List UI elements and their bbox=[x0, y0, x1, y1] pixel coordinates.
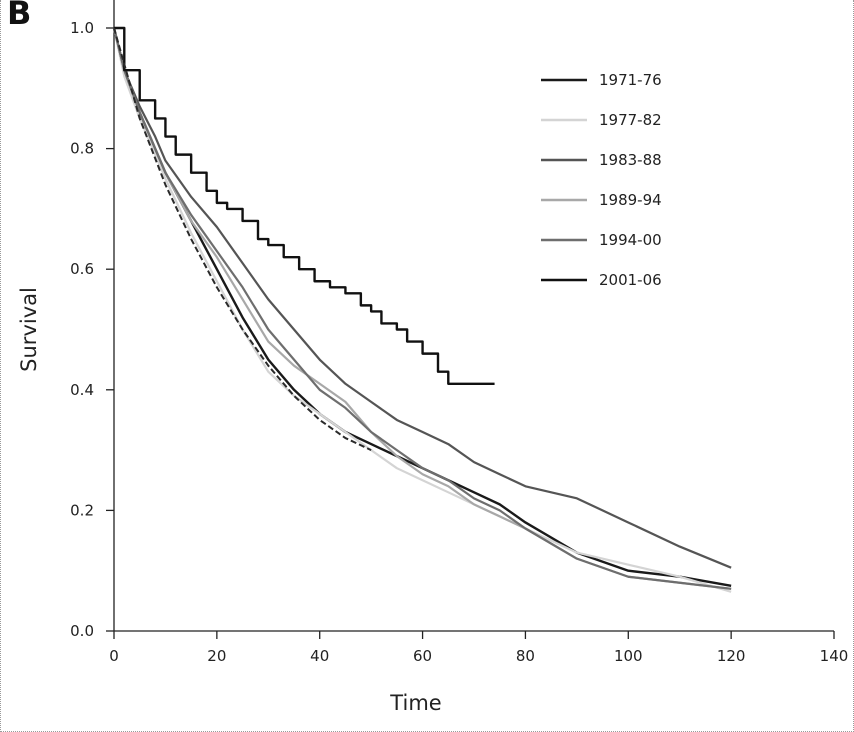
panel-label: B bbox=[7, 0, 31, 32]
legend-entry-label: 2001-06 bbox=[599, 271, 662, 289]
series-line-1994-00 bbox=[112, 27, 732, 590]
series-line-unlabeled bbox=[113, 27, 372, 452]
x-tick-label: 100 bbox=[614, 647, 643, 665]
x-tick-label: 80 bbox=[516, 647, 535, 665]
axes: 0 20 40 60 80 100 120 140 0.0 0.2 0.4 0.6 0.8 1.0 bbox=[70, 0, 848, 665]
y-tick-label: 0.4 bbox=[70, 381, 94, 399]
y-tick-label: 0.2 bbox=[70, 501, 94, 519]
series-line-2001-06 bbox=[114, 26, 495, 385]
y-tick-label: 0.8 bbox=[70, 140, 94, 158]
legend-entry-label: 1977-82 bbox=[599, 111, 662, 129]
legend-entry-label: 1983-88 bbox=[599, 151, 662, 169]
x-tick-label: 140 bbox=[820, 647, 849, 665]
y-tick-label: 0.0 bbox=[70, 622, 94, 640]
legend-entry-label: 1971-76 bbox=[599, 71, 662, 89]
y-axis-title: Survival bbox=[17, 287, 41, 372]
x-tick-label: 40 bbox=[310, 647, 329, 665]
x-tick-label: 120 bbox=[717, 647, 746, 665]
y-tick-label: 1.0 bbox=[70, 19, 94, 37]
series-lines bbox=[112, 26, 732, 593]
x-axis-title: Time bbox=[389, 691, 441, 715]
x-tick-label: 60 bbox=[413, 647, 432, 665]
legend-entry-label: 1994-00 bbox=[599, 231, 662, 249]
x-tick-label: 20 bbox=[207, 647, 226, 665]
series-line-1983-88 bbox=[112, 27, 732, 569]
legend: 1971-76 1977-82 1983-88 1989-94 1994-00 2001-… bbox=[541, 71, 662, 289]
y-tick-label: 0.6 bbox=[70, 260, 94, 278]
legend-entry-label: 1989-94 bbox=[599, 191, 662, 209]
x-tick-label: 0 bbox=[109, 647, 119, 665]
series-line-1977-82 bbox=[112, 27, 732, 593]
